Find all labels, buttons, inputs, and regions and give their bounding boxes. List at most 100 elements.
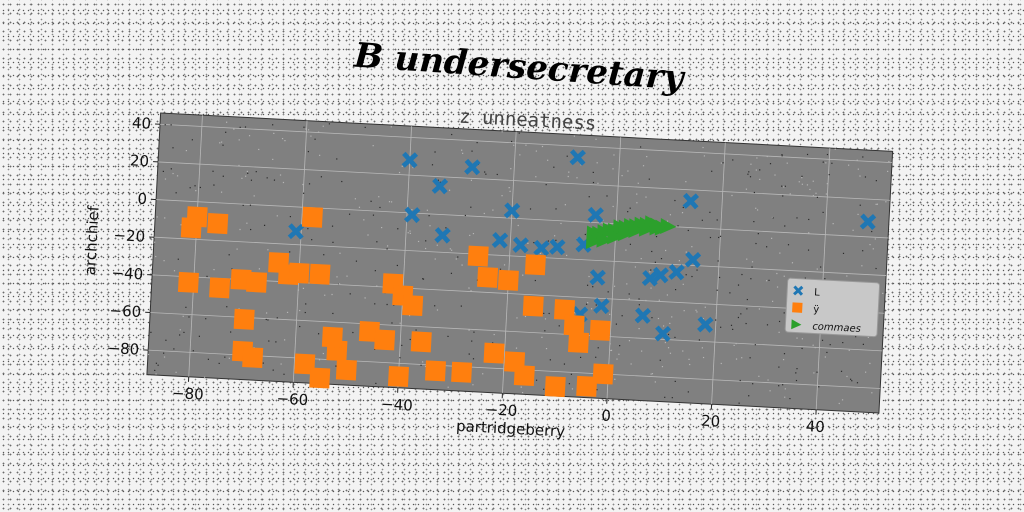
noise-dot [258,268,261,270]
noise-dot [164,217,166,219]
noise-dot [755,207,757,209]
noise-dot [544,330,546,332]
data-point [209,277,231,299]
noise-dot [718,276,721,279]
noise-dot [746,258,748,260]
noise-dot [849,378,852,380]
noise-dot [745,322,747,325]
noise-dot [609,343,611,345]
noise-dot [164,124,166,126]
noise-dot [861,265,863,267]
data-point [682,192,700,210]
noise-dot [737,316,740,319]
data-point [451,361,473,383]
noise-dot [616,358,618,360]
noise-dot [320,176,323,178]
noise-dot [716,219,718,221]
noise-dot [303,126,305,128]
noise-dot [341,180,343,183]
noise-dot [871,230,873,233]
noise-dot [396,264,398,267]
noise-dot [399,357,401,359]
noise-dot [783,312,785,314]
noise-dot [390,201,393,203]
noise-dot [273,132,275,135]
noise-dot [246,222,248,224]
noise-dot [162,170,164,173]
noise-dot [213,184,215,186]
noise-dot [650,269,652,271]
noise-dot [524,315,527,318]
noise-dot [317,131,320,133]
noise-dot [782,358,785,361]
noise-dot [678,260,681,262]
noise-dot [376,285,378,287]
noise-dot [283,339,286,341]
noise-dot [651,250,653,253]
noise-dot [328,123,331,125]
noise-dot [543,312,545,315]
noise-dot [782,384,784,386]
noise-dot [809,188,811,191]
x-gridline [606,137,622,399]
noise-dot [172,172,174,175]
noise-dot [310,135,312,137]
noise-dot [796,368,798,370]
y-tick-label: 20 [130,151,150,170]
noise-dot [636,193,638,195]
noise-dot [720,362,722,365]
noise-dot [689,363,691,366]
noise-dot [199,186,202,189]
noise-dot [173,348,175,350]
noise-dot [429,225,431,227]
data-point [401,151,419,169]
data-point [859,213,877,231]
noise-dot [431,164,434,166]
noise-dot [614,378,616,380]
noise-dot [685,251,687,253]
noise-dot [322,352,324,355]
noise-dot [838,402,840,405]
noise-dot [769,390,771,392]
noise-dot [735,342,737,345]
noise-dot [553,166,555,168]
noise-dot [241,177,243,179]
noise-dot [801,347,803,350]
legend-marker [792,302,803,313]
noise-dot [275,341,277,343]
noise-dot [525,144,527,146]
noise-dot [768,279,770,281]
x-gridline [815,148,831,410]
data-point [660,218,677,234]
y-gridline [154,236,887,276]
noise-dot [331,225,334,227]
data-point [589,269,606,286]
data-point [697,316,714,333]
noise-dot [683,310,685,312]
noise-dot [812,344,814,346]
noise-dot [745,188,748,190]
noise-dot [767,379,769,381]
noise-dot [472,358,475,360]
noise-dot [640,350,643,352]
noise-dot [535,176,537,178]
x-gridline [292,120,308,383]
noise-dot [177,258,179,260]
y-gridline [152,274,885,314]
noise-dot [566,155,568,157]
noise-dot [331,293,333,296]
noise-dot [720,326,722,328]
noise-dot [568,171,570,173]
data-point [431,177,449,195]
noise-dot [386,248,388,250]
noise-dot [253,195,255,197]
data-point [549,238,566,256]
noise-dot [571,388,574,390]
noise-dot [281,137,284,140]
noise-dot [428,215,430,217]
noise-dot [875,180,877,182]
noise-dot [674,336,676,339]
noise-dot [510,168,512,170]
noise-dot [766,246,768,248]
legend: Lÿ commaes [784,277,881,338]
